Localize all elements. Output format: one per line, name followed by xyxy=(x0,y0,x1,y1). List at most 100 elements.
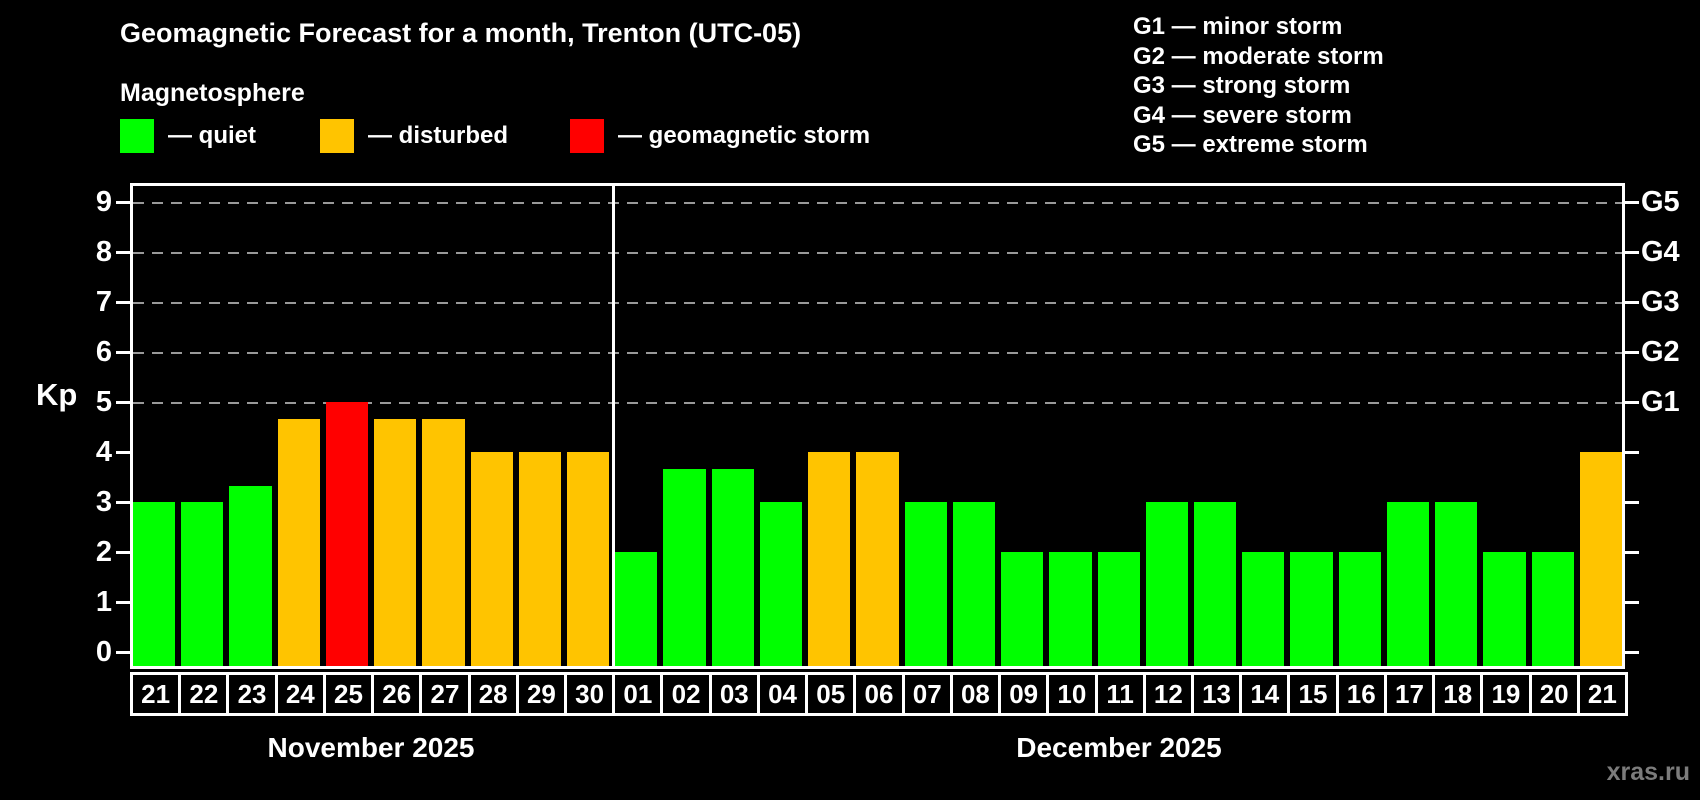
y-axis-label-2: 2 xyxy=(95,536,112,568)
day-label-cell: 14 xyxy=(1239,672,1288,716)
right-axis-tick-2 xyxy=(1625,551,1639,554)
y-axis-tick-6 xyxy=(116,351,130,354)
gridline-kp7 xyxy=(133,302,1622,304)
day-label-cell: 24 xyxy=(274,672,323,716)
y-axis-title: Kp xyxy=(36,377,78,412)
kp-bar-25 xyxy=(325,402,369,666)
right-axis-tick-1 xyxy=(1625,601,1639,604)
kp-bar-28 xyxy=(470,452,513,666)
day-label-cell: 20 xyxy=(1528,672,1577,716)
right-axis-label-g1: G1 xyxy=(1641,386,1680,418)
gridline-kp5 xyxy=(133,402,1622,404)
right-axis-label-g2: G2 xyxy=(1641,336,1680,368)
gridline-kp9 xyxy=(133,202,1622,204)
day-label-cell: 12 xyxy=(1142,672,1191,716)
month-label-november: November 2025 xyxy=(267,732,475,763)
day-label-cell: 25 xyxy=(322,672,372,716)
kp-status-legend: — quiet — disturbed — geomagnetic storm xyxy=(0,119,1700,159)
right-axis-tick-3 xyxy=(1625,501,1639,504)
kp-bar-18 xyxy=(1435,502,1478,666)
right-axis-label-g3: G3 xyxy=(1641,286,1680,318)
day-label-cell: 28 xyxy=(467,672,516,716)
kp-bar-12 xyxy=(1145,502,1188,666)
kp-bar-22 xyxy=(181,502,224,666)
kp-bar-08 xyxy=(952,502,996,666)
legend-label-storm: — geomagnetic storm xyxy=(618,122,871,149)
day-label-cell: 09 xyxy=(998,672,1047,716)
kp-bar-06 xyxy=(856,452,899,666)
kp-bar-23 xyxy=(229,485,272,666)
y-axis-tick-0 xyxy=(116,651,130,654)
day-label-cell: 18 xyxy=(1432,672,1481,716)
day-label-cell: 04 xyxy=(756,672,806,716)
day-label-cell: 06 xyxy=(853,672,902,716)
y-axis-label-9: 9 xyxy=(95,186,112,218)
watermark: xras.ru xyxy=(1606,758,1690,786)
kp-bar-15 xyxy=(1290,552,1333,666)
day-label-cell: 23 xyxy=(226,672,275,716)
y-axis-tick-8 xyxy=(116,251,130,254)
right-axis-tick-8 xyxy=(1625,251,1639,254)
legend-item-storm: — geomagnetic storm xyxy=(570,119,870,153)
right-axis-tick-6 xyxy=(1625,351,1639,354)
y-axis-label-3: 3 xyxy=(95,486,112,518)
kp-bar-11 xyxy=(1097,552,1140,666)
storm-scale-item-g2: G2 — moderate storm xyxy=(1133,42,1384,70)
right-axis-tick-4 xyxy=(1625,451,1639,454)
day-label-cell: 02 xyxy=(660,672,709,716)
day-label-cell: 15 xyxy=(1287,672,1336,716)
y-axis-tick-3 xyxy=(116,501,130,504)
storm-scale-legend: G1 — minor storm G2 — moderate storm G3 … xyxy=(1133,12,1384,160)
legend-item-quiet: — quiet xyxy=(120,119,256,153)
storm-scale-item-g1: G1 — minor storm xyxy=(1133,13,1343,40)
y-axis-tick-1 xyxy=(116,601,130,604)
kp-bar-30 xyxy=(567,452,610,666)
right-axis-label-g5: G5 xyxy=(1641,186,1680,218)
day-label-cell: 26 xyxy=(371,672,420,716)
right-axis-label-g4: G4 xyxy=(1641,236,1680,268)
y-axis-label-8: 8 xyxy=(95,236,112,268)
kp-bar-19 xyxy=(1483,552,1526,666)
day-label-cell: 13 xyxy=(1190,672,1240,716)
day-label-cell: 01 xyxy=(612,672,661,716)
y-axis-tick-2 xyxy=(116,551,130,554)
right-axis-tick-0 xyxy=(1625,651,1639,654)
plot-area xyxy=(130,183,1625,669)
kp-bar-09 xyxy=(1001,552,1044,666)
y-axis-label-0: 0 xyxy=(95,636,112,668)
day-label-cell: 29 xyxy=(515,672,565,716)
kp-bar-26 xyxy=(374,418,417,666)
quiet-color-swatch xyxy=(120,119,154,153)
y-axis-label-4: 4 xyxy=(95,436,112,468)
month-separator xyxy=(612,186,616,666)
kp-bar-27 xyxy=(422,418,465,666)
day-label-cell: 08 xyxy=(949,672,999,716)
legend-label-disturbed: — disturbed xyxy=(368,122,509,149)
day-label-cell: 21 xyxy=(130,672,179,716)
day-label-cell: 16 xyxy=(1335,672,1384,716)
y-axis-tick-9 xyxy=(116,201,130,204)
kp-bar-29 xyxy=(518,452,562,666)
storm-color-swatch xyxy=(570,119,604,153)
magnetosphere-label: Magnetosphere xyxy=(120,79,305,107)
day-label-cell: 30 xyxy=(564,672,613,716)
gridline-kp6 xyxy=(133,352,1622,354)
y-axis-label-6: 6 xyxy=(95,336,112,368)
storm-scale-item-g3: G3 — strong storm xyxy=(1133,72,1351,99)
day-label-cell: 03 xyxy=(708,672,757,716)
gridline-kp8 xyxy=(133,252,1622,254)
day-label-cell: 05 xyxy=(805,672,854,716)
kp-bar-03 xyxy=(711,468,754,666)
kp-bar-04 xyxy=(759,502,803,666)
storm-scale-item-g4: G4 — severe storm xyxy=(1133,101,1352,129)
legend-item-disturbed: — disturbed xyxy=(320,119,508,153)
legend-label-quiet: — quiet xyxy=(168,122,256,149)
kp-bar-16 xyxy=(1338,552,1381,666)
day-label-cell: 11 xyxy=(1094,672,1143,716)
kp-bar-13 xyxy=(1193,502,1237,666)
kp-bar-05 xyxy=(808,452,851,666)
day-label-cell: 19 xyxy=(1480,672,1529,716)
day-label-cell: 21 xyxy=(1576,672,1628,716)
kp-bar-01 xyxy=(615,552,658,666)
